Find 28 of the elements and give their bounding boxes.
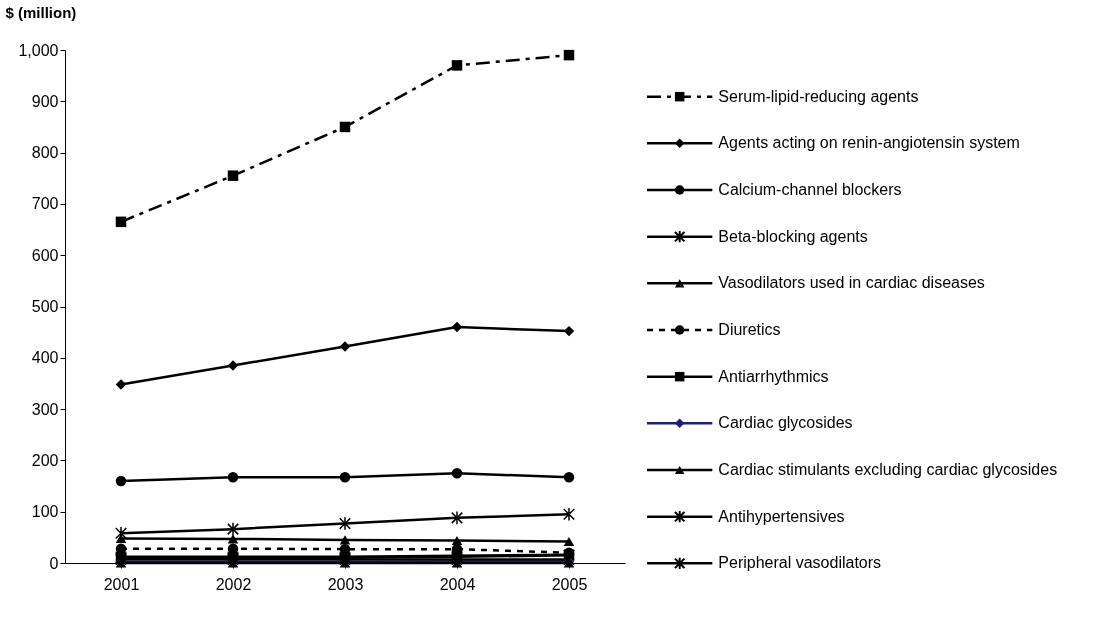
legend-label: Vasodilators used in cardiac diseases <box>718 274 985 292</box>
legend-label: Serum-lipid-reducing agents <box>718 87 919 105</box>
y-tick-label: 100 <box>31 503 59 521</box>
x-tick-label: 2002 <box>215 575 252 593</box>
y-tick-label: 600 <box>31 246 59 264</box>
y-tick-label: 700 <box>31 195 59 213</box>
y-tick-label: 800 <box>31 144 59 162</box>
legend-label: Agents acting on renin-angiotensin system <box>718 134 1020 152</box>
y-tick-label: 1,000 <box>18 41 59 59</box>
y-axis-title: $ (million) <box>5 3 77 21</box>
x-tick-label: 2001 <box>103 575 140 593</box>
legend-label: Antihypertensives <box>718 507 845 525</box>
legend-label: Calcium-channel blockers <box>718 181 902 198</box>
legend-label: Cardiac stimulants excluding cardiac glycosides <box>718 461 1058 478</box>
legend-label: Cardiac glycosides <box>718 414 853 432</box>
legend-label: Diuretics <box>718 321 781 338</box>
y-tick-label: 400 <box>31 349 59 367</box>
y-tick-label: 200 <box>31 451 59 469</box>
x-tick-label: 2003 <box>327 575 364 593</box>
y-tick-label: 300 <box>31 400 59 418</box>
x-tick-label: 2004 <box>439 575 476 593</box>
legend-label: Antiarrhythmics <box>718 367 829 385</box>
y-tick-label: 900 <box>31 92 59 110</box>
y-tick-label: 500 <box>31 298 59 315</box>
legend-label: Beta-blocking agents <box>718 227 868 245</box>
legend-label: Peripheral vasodilators <box>718 554 882 572</box>
y-tick-label: 0 <box>49 554 59 572</box>
x-tick-label: 2005 <box>551 575 588 593</box>
